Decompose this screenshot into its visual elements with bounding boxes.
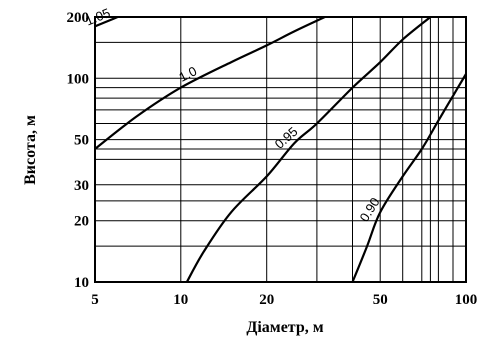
x-tick-label: 5: [91, 292, 99, 308]
y-tick-label: 20: [74, 214, 89, 230]
series-line: [94, 15, 119, 28]
series-line: [351, 73, 467, 283]
x-tick-labels: 5 10 20 50 100: [91, 292, 477, 308]
curves: 1.051.00.950.90: [83, 5, 467, 283]
y-tick-label: 100: [67, 71, 90, 87]
x-tick-label: 50: [373, 292, 388, 308]
y-tick-label: 30: [74, 178, 89, 194]
curve-label: 0.90: [357, 195, 383, 224]
x-tick-label: 100: [455, 292, 478, 308]
y-tick-label: 50: [74, 133, 89, 149]
series-line: [94, 16, 326, 150]
x-tick-label: 20: [259, 292, 274, 308]
x-tick-label: 10: [173, 292, 188, 308]
series-line: [185, 16, 432, 283]
y-tick-label: 200: [67, 10, 90, 26]
y-tick-label: 10: [74, 275, 89, 291]
y-tick-labels: 200 100 50 30 20 10: [67, 10, 90, 291]
plot-frame: [94, 16, 467, 283]
curve-label: 1.0: [176, 63, 199, 85]
x-axis-title: Діаметр, м: [246, 319, 323, 336]
curve-label: 0.95: [272, 124, 301, 152]
y-axis-title: Висота, м: [22, 115, 39, 185]
